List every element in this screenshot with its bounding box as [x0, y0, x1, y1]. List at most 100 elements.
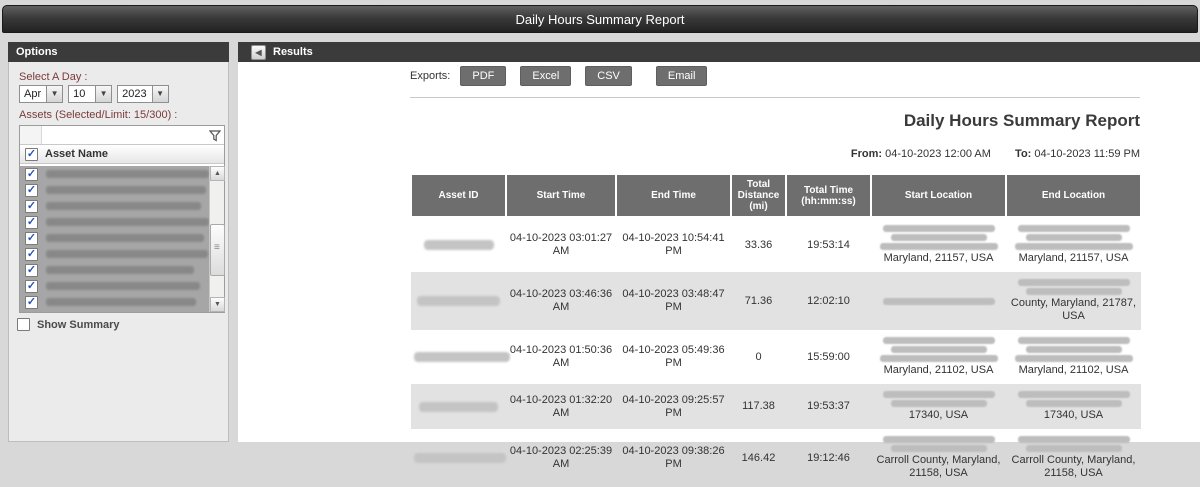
- location-cell: 17340, USA: [871, 384, 1006, 429]
- scroll-up-icon[interactable]: ▲: [210, 166, 225, 181]
- asset-id-cell: [411, 272, 506, 330]
- asset-checkbox[interactable]: ✓: [25, 200, 38, 213]
- column-header: Total Time (hh:mm:ss): [786, 174, 871, 217]
- redacted-asset-id: [419, 402, 498, 412]
- chevron-down-icon[interactable]: ▼: [95, 86, 111, 102]
- asset-list: ✓ ✓ ✓ ✓ ✓ ✓ ✓ ✓ ✓: [20, 166, 209, 312]
- location-text: Maryland, 21157, USA: [874, 252, 1003, 265]
- asset-checkbox[interactable]: ✓: [25, 296, 38, 309]
- distance-cell: 146.42: [731, 429, 786, 487]
- redacted-asset-name: [46, 298, 196, 306]
- location-cell: Carroll County, Maryland, 21158, USA: [871, 429, 1006, 487]
- scroll-down-icon[interactable]: ▼: [210, 297, 225, 312]
- collapse-left-icon[interactable]: ◀: [251, 45, 266, 60]
- export-pdf-button[interactable]: PDF: [460, 66, 506, 86]
- export-email-button[interactable]: Email: [656, 66, 708, 86]
- asset-checkbox[interactable]: ✓: [25, 248, 38, 261]
- date-range-line: From: 04-10-2023 12:00 AM To: 04-10-2023…: [410, 148, 1140, 160]
- column-header: End Time: [616, 174, 731, 217]
- redacted-address-line: [1018, 337, 1130, 344]
- total-time-cell: 19:53:14: [786, 217, 871, 272]
- redacted-address-line: [883, 337, 995, 344]
- results-panel-title: Results: [273, 42, 313, 62]
- end-time-cell: 04-10-2023 03:48:47 PM: [616, 272, 731, 330]
- show-summary-option[interactable]: Show Summary: [17, 318, 120, 331]
- scrollbar-thumb[interactable]: [210, 224, 225, 276]
- select-all-assets-checkbox[interactable]: ✓: [25, 148, 38, 161]
- app-title: Daily Hours Summary Report: [515, 12, 684, 27]
- options-panel-title: Options: [16, 42, 58, 62]
- redacted-address-line: [883, 225, 995, 232]
- asset-row[interactable]: ✓: [20, 166, 209, 182]
- asset-checkbox[interactable]: ✓: [25, 168, 38, 181]
- asset-row[interactable]: ✓: [20, 246, 209, 262]
- asset-row[interactable]: ✓: [20, 198, 209, 214]
- redacted-asset-name: [46, 202, 201, 210]
- asset-checkbox[interactable]: ✓: [25, 264, 38, 277]
- asset-row[interactable]: ✓: [20, 294, 209, 310]
- redacted-address-line: [1026, 288, 1122, 295]
- asset-row[interactable]: ✓: [20, 278, 209, 294]
- location-text: Maryland, 21102, USA: [874, 364, 1003, 377]
- asset-checkbox[interactable]: ✓: [25, 184, 38, 197]
- location-cell: Maryland, 21102, USA: [871, 330, 1006, 384]
- show-summary-checkbox[interactable]: [17, 318, 30, 331]
- column-header: Start Time: [506, 174, 616, 217]
- end-time-cell: 04-10-2023 09:38:26 PM: [616, 429, 731, 487]
- year-select-value: 2023: [118, 86, 151, 102]
- asset-checkbox[interactable]: ✓: [25, 216, 38, 229]
- redacted-asset-name: [46, 282, 200, 290]
- start-time-cell: 04-10-2023 02:25:39 AM: [506, 429, 616, 487]
- export-excel-button[interactable]: Excel: [520, 66, 571, 86]
- chevron-down-icon[interactable]: ▼: [152, 86, 168, 102]
- select-day-label: Select A Day :: [19, 71, 220, 83]
- redacted-asset-id: [414, 352, 510, 362]
- asset-row[interactable]: ✓: [20, 214, 209, 230]
- export-csv-button[interactable]: CSV: [585, 66, 632, 86]
- redacted-address-line: [891, 346, 987, 353]
- asset-checkbox[interactable]: ✓: [25, 280, 38, 293]
- start-time-cell: 04-10-2023 03:46:36 AM: [506, 272, 616, 330]
- end-time-cell: 04-10-2023 09:25:57 PM: [616, 384, 731, 429]
- options-panel: Options Select A Day : Apr ▼ 10 ▼ 2023 ▼…: [8, 42, 229, 442]
- month-select-value: Apr: [20, 86, 46, 102]
- asset-id-cell: [411, 217, 506, 272]
- chevron-down-icon[interactable]: ▼: [46, 86, 62, 102]
- month-select[interactable]: Apr ▼: [19, 85, 63, 103]
- location-cell: Maryland, 21102, USA: [1006, 330, 1141, 384]
- total-time-cell: 12:02:10: [786, 272, 871, 330]
- redacted-address-line: [1018, 279, 1130, 286]
- column-header: Asset ID: [411, 174, 506, 217]
- filter-funnel-icon[interactable]: [209, 130, 221, 142]
- export-buttons: PDF Excel CSV Email: [460, 66, 721, 86]
- location-text: Maryland, 21102, USA: [1009, 364, 1138, 377]
- end-time-cell: 04-10-2023 10:54:41 PM: [616, 217, 731, 272]
- distance-cell: 33.36: [731, 217, 786, 272]
- asset-row[interactable]: ✓: [20, 262, 209, 278]
- redacted-asset-name: [46, 266, 194, 274]
- redacted-address-line: [1026, 400, 1122, 407]
- asset-list-scrollbar[interactable]: ▲ ▼: [209, 166, 224, 312]
- location-text: Carroll County, Maryland, 21158, USA: [874, 454, 1003, 480]
- redacted-address-line: [880, 355, 998, 362]
- year-select[interactable]: 2023 ▼: [117, 85, 168, 103]
- asset-filter-input[interactable]: [42, 126, 224, 144]
- asset-id-cell: [411, 429, 506, 487]
- asset-row[interactable]: ✓: [20, 182, 209, 198]
- location-cell: 17340, USA: [1006, 384, 1141, 429]
- asset-filter-row: [20, 126, 224, 145]
- day-select[interactable]: 10 ▼: [68, 85, 112, 103]
- column-header: Start Location: [871, 174, 1006, 217]
- column-header: Total Distance (mi): [731, 174, 786, 217]
- redacted-address-line: [891, 400, 987, 407]
- distance-cell: 117.38: [731, 384, 786, 429]
- to-label: To:: [1015, 148, 1031, 160]
- redacted-address-line: [880, 243, 998, 250]
- asset-row[interactable]: ✓: [20, 230, 209, 246]
- redacted-address-line: [891, 234, 987, 241]
- distance-cell: 71.36: [731, 272, 786, 330]
- redacted-asset-id: [424, 240, 494, 250]
- asset-id-cell: [411, 384, 506, 429]
- asset-checkbox[interactable]: ✓: [25, 232, 38, 245]
